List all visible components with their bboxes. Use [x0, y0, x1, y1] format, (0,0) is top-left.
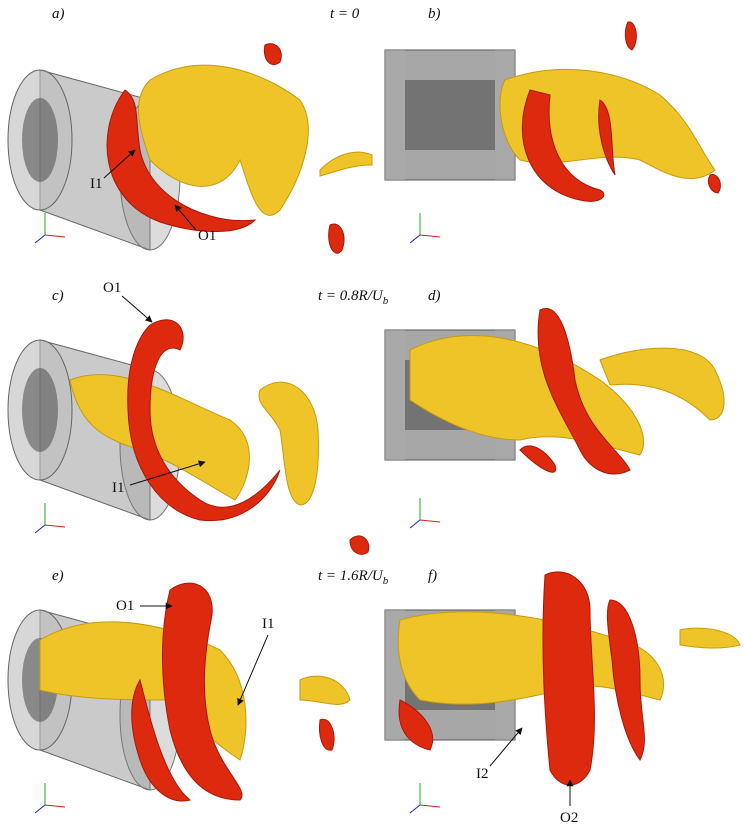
time-label: t = 0 — [330, 6, 360, 22]
annotation: O1 — [116, 598, 134, 614]
panel-c-art — [8, 320, 369, 555]
time-main: t = 0 — [330, 6, 360, 22]
time-sub: b — [383, 575, 389, 587]
panel-b-art — [385, 22, 720, 243]
panel-label: f) — [428, 568, 437, 584]
panel-e-art — [8, 583, 350, 813]
time-label: t = 1.6R/Ub — [318, 568, 389, 587]
annotation-arrow — [122, 296, 152, 322]
annotation: O2 — [560, 810, 578, 824]
time-main: t = 1.6R/U — [318, 568, 384, 584]
panel-a-art — [8, 44, 372, 254]
panel-f-art — [385, 572, 740, 813]
annotation: I1 — [112, 480, 125, 496]
panel-label: a) — [52, 6, 65, 22]
time-label: t = 0.8R/Ub — [318, 288, 389, 307]
panel-label: c) — [52, 288, 64, 304]
annotation: O1 — [198, 228, 216, 244]
annotation-arrow — [238, 635, 268, 705]
annotation: I1 — [90, 176, 103, 192]
figure: a)t = 0I1O1b)c)t = 0.8R/UbO1I1d)e)t = 1.… — [0, 0, 744, 824]
annotation: O1 — [103, 280, 121, 296]
time-main: t = 0.8R/U — [318, 288, 384, 304]
panel-label: d) — [428, 288, 441, 304]
panel-label: e) — [52, 568, 64, 584]
annotation: I2 — [476, 766, 489, 782]
time-sub: b — [383, 295, 389, 307]
annotation: I1 — [262, 616, 275, 632]
panel-d-art — [385, 308, 724, 528]
panel-label: b) — [428, 6, 441, 22]
